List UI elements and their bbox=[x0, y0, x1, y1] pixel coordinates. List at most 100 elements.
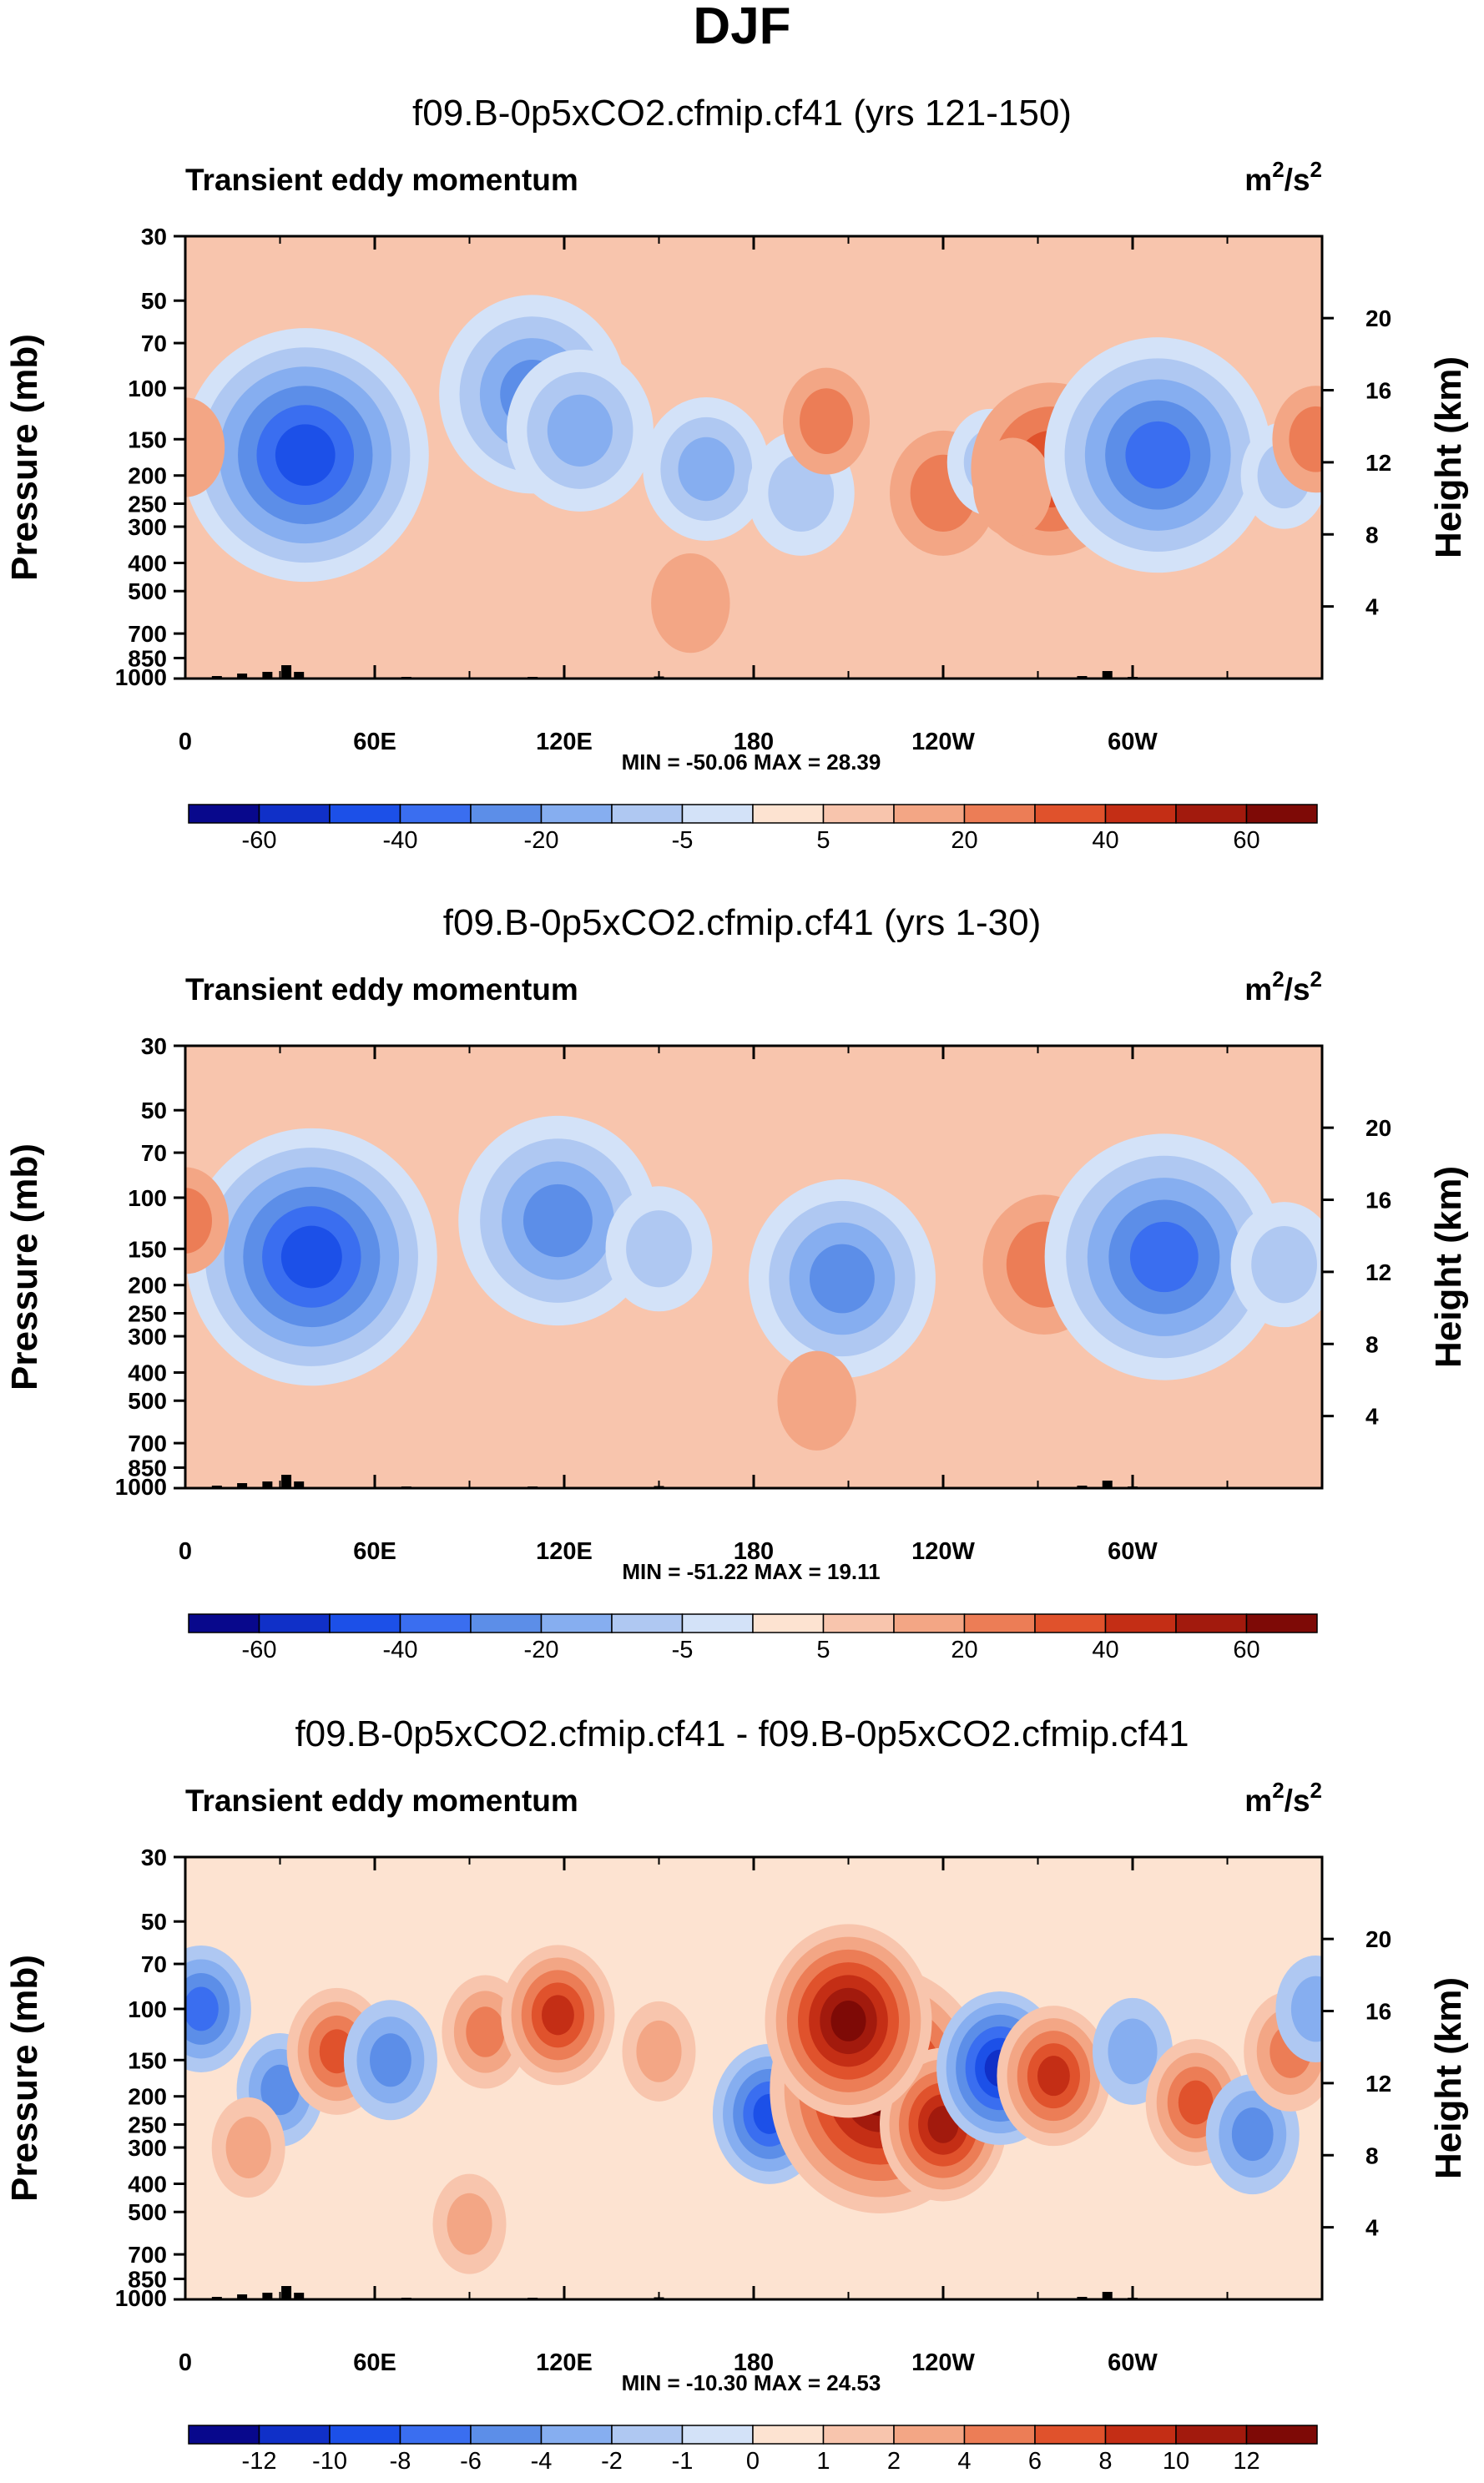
y-tick-label: 700 bbox=[128, 1431, 167, 1456]
y-right-tick-label: 8 bbox=[1365, 2142, 1379, 2168]
panel-title: f09.B-0p5xCO2.cfmip.cf41 (yrs 121-150) bbox=[412, 93, 1072, 134]
colorbar-label: -40 bbox=[383, 827, 418, 854]
y-tick-label: 250 bbox=[128, 2112, 167, 2137]
colorbar-swatch bbox=[1245, 2425, 1318, 2445]
y-tick-label: 70 bbox=[141, 1140, 167, 1166]
contour-fill bbox=[626, 1210, 692, 1288]
contour-fill bbox=[185, 1986, 219, 2031]
colorbar-label: 12 bbox=[1233, 2448, 1259, 2475]
topography-bar bbox=[262, 2293, 273, 2299]
y-right-axis-label: Height (km) bbox=[1428, 1166, 1469, 1368]
x-tick-label: 60W bbox=[1108, 729, 1158, 755]
y-tick-label: 500 bbox=[128, 2199, 167, 2225]
colorbar-swatch bbox=[963, 804, 1036, 824]
x-tick-label: 0 bbox=[179, 2349, 192, 2376]
colorbar-swatch bbox=[1245, 804, 1318, 824]
contour-fill bbox=[260, 2064, 300, 2116]
panel-subtitle: Transient eddy momentum bbox=[185, 163, 578, 197]
y-tick-label: 400 bbox=[128, 2172, 167, 2198]
contour-fill bbox=[542, 1995, 574, 2036]
x-tick-label: 120W bbox=[911, 1538, 975, 1565]
y-right-tick-label: 16 bbox=[1365, 1188, 1391, 1214]
colorbar-swatch bbox=[822, 804, 895, 824]
contour-fill bbox=[1037, 2056, 1070, 2097]
colorbar-label: -5 bbox=[672, 1637, 694, 1663]
colorbar-label: -4 bbox=[531, 2448, 553, 2475]
x-tick-label: 120W bbox=[911, 2349, 975, 2376]
contour-fill bbox=[1178, 2080, 1214, 2125]
units-label: m2/s2 bbox=[1244, 157, 1322, 197]
colorbar-swatch bbox=[329, 1613, 401, 1633]
y-right-tick-label: 16 bbox=[1365, 1999, 1391, 2025]
y-tick-label: 850 bbox=[128, 645, 167, 671]
contour-fill bbox=[1108, 2018, 1158, 2085]
topography-bar bbox=[237, 674, 248, 679]
colorbar-label: 5 bbox=[816, 827, 830, 854]
x-tick-label: 60E bbox=[353, 729, 396, 755]
colorbar-swatch bbox=[1175, 2425, 1248, 2445]
contour-fill bbox=[185, 1188, 212, 1254]
y-right-tick-label: 4 bbox=[1365, 2215, 1379, 2241]
contour-fill bbox=[466, 2006, 505, 2057]
y-axis-label: Pressure (mb) bbox=[4, 334, 45, 581]
x-tick-label: 60W bbox=[1108, 1538, 1158, 1565]
colorbar-swatch bbox=[1104, 2425, 1177, 2445]
colorbar-swatch bbox=[470, 804, 543, 824]
colorbar-swatch bbox=[188, 804, 260, 824]
y-tick-label: 200 bbox=[128, 1273, 167, 1299]
x-tick-label: 120W bbox=[911, 729, 975, 755]
colorbar-swatch bbox=[893, 1613, 966, 1633]
colorbar-label: 1 bbox=[816, 2448, 830, 2475]
colorbar-swatch bbox=[258, 2425, 331, 2445]
x-tick-label: 120E bbox=[536, 729, 593, 755]
topography-bar bbox=[237, 2294, 248, 2299]
y-right-tick-label: 20 bbox=[1365, 305, 1391, 331]
colorbar-label: -20 bbox=[524, 1637, 559, 1663]
units-label: m2/s2 bbox=[1244, 966, 1322, 1007]
colorbar-label: -20 bbox=[524, 827, 559, 854]
colorbar-swatch bbox=[681, 804, 754, 824]
panel-title: f09.B-0p5xCO2.cfmip.cf41 (yrs 1-30) bbox=[443, 902, 1041, 943]
y-tick-label: 400 bbox=[128, 551, 167, 577]
panel-3: f09.B-0p5xCO2.cfmip.cf41 - f09.B-0p5xCO2… bbox=[4, 1713, 1469, 2475]
colorbar-swatch bbox=[1175, 804, 1248, 824]
colorbar-swatch bbox=[540, 2425, 613, 2445]
x-tick-label: 120E bbox=[536, 1538, 593, 1565]
topography-bar bbox=[237, 1483, 248, 1488]
colorbar-swatch bbox=[963, 1613, 1036, 1633]
colorbar-swatch bbox=[399, 1613, 472, 1633]
contour-fill bbox=[777, 1350, 856, 1451]
y-tick-label: 150 bbox=[128, 426, 167, 452]
colorbar-label: 20 bbox=[951, 1637, 977, 1663]
topography-bar bbox=[262, 672, 273, 679]
x-tick-label: 180 bbox=[734, 729, 774, 755]
topography-bar bbox=[281, 2286, 292, 2299]
y-tick-label: 70 bbox=[141, 1951, 167, 1977]
contour-fill bbox=[768, 454, 835, 532]
colorbar-label: 60 bbox=[1233, 827, 1259, 854]
colorbar-swatch bbox=[1034, 2425, 1107, 2445]
colorbar-label: -10 bbox=[312, 2448, 347, 2475]
colorbar-swatch bbox=[470, 2425, 543, 2445]
colorbar-label: -60 bbox=[242, 1637, 277, 1663]
y-right-tick-label: 16 bbox=[1365, 378, 1391, 404]
x-tick-label: 120E bbox=[536, 2349, 593, 2376]
colorbar-swatch bbox=[611, 1613, 684, 1633]
x-tick-label: 180 bbox=[734, 2349, 774, 2376]
contour-fill bbox=[678, 437, 735, 502]
y-tick-label: 100 bbox=[128, 376, 167, 401]
contour-fill bbox=[809, 1244, 875, 1314]
y-tick-label: 850 bbox=[128, 1455, 167, 1481]
y-tick-label: 500 bbox=[128, 578, 167, 604]
contour-fill bbox=[830, 2000, 866, 2041]
y-tick-label: 30 bbox=[141, 224, 167, 250]
y-tick-label: 300 bbox=[128, 514, 167, 540]
colorbar-swatch bbox=[611, 2425, 684, 2445]
colorbar-swatch bbox=[611, 804, 684, 824]
x-tick-label: 0 bbox=[179, 729, 192, 755]
stats-label: MIN = -50.06 MAX = 28.39 bbox=[622, 749, 881, 775]
units-label: m2/s2 bbox=[1244, 1778, 1322, 1818]
y-right-tick-label: 4 bbox=[1365, 594, 1379, 620]
y-tick-label: 150 bbox=[128, 2047, 167, 2073]
